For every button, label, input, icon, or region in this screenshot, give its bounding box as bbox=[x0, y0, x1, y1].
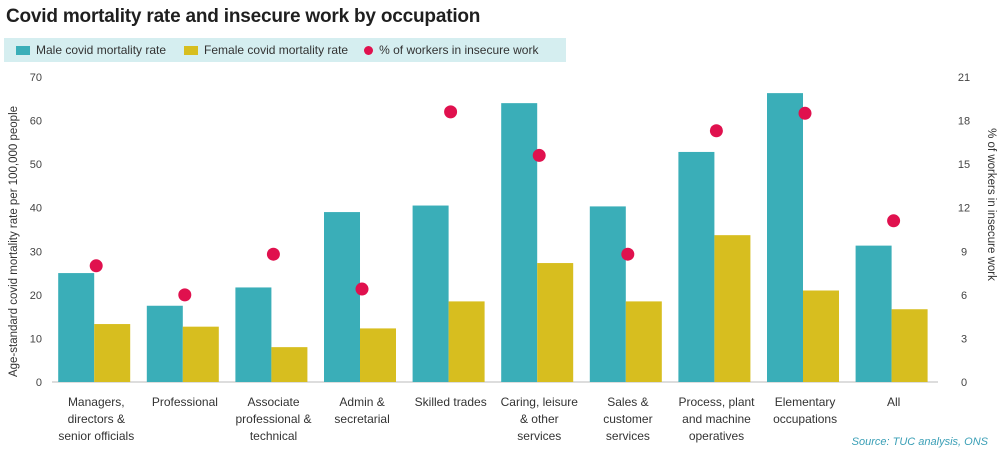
y-tick-label: 70 bbox=[30, 72, 42, 84]
bar-male bbox=[855, 245, 892, 382]
legend-marker-insecure bbox=[364, 45, 374, 55]
category-label: Admin & bbox=[339, 395, 384, 409]
y-tick-label: 60 bbox=[30, 116, 42, 128]
bar-male bbox=[589, 206, 626, 382]
bar-female bbox=[182, 326, 219, 382]
bar-female bbox=[94, 324, 131, 382]
point-insecure bbox=[444, 105, 458, 119]
y2-tick-label: 0 bbox=[961, 377, 967, 389]
category-label: technical bbox=[250, 429, 297, 443]
category-label: operatives bbox=[689, 429, 744, 443]
legend-label-male: Male covid mortality rate bbox=[36, 43, 167, 57]
category-label: Managers, bbox=[68, 395, 125, 409]
point-insecure bbox=[178, 288, 192, 302]
bar-male bbox=[235, 287, 272, 382]
bar-female bbox=[625, 301, 662, 382]
y-tick-label: 20 bbox=[30, 290, 42, 302]
category-label: All bbox=[887, 395, 900, 409]
y2-tick-label: 6 bbox=[961, 290, 967, 302]
point-insecure bbox=[621, 247, 635, 261]
bar-male bbox=[146, 305, 183, 382]
point-insecure bbox=[798, 106, 812, 120]
point-insecure bbox=[266, 247, 280, 261]
y2-tick-label: 18 bbox=[958, 116, 970, 128]
bar-male bbox=[767, 93, 804, 382]
category-label: professional & bbox=[235, 412, 311, 426]
bar-male bbox=[324, 212, 361, 382]
chart-title: Covid mortality rate and insecure work b… bbox=[6, 6, 481, 27]
category-label: Process, plant bbox=[678, 395, 755, 409]
point-insecure bbox=[89, 259, 103, 273]
bar-male bbox=[412, 205, 449, 382]
y2-tick-label: 15 bbox=[958, 159, 970, 171]
legend-item-male: Male covid mortality rate bbox=[16, 43, 166, 57]
category-label: services bbox=[606, 429, 650, 443]
legend-label-female: Female covid mortality rate bbox=[204, 43, 349, 57]
category-label: occupations bbox=[773, 412, 837, 426]
category-label: customer bbox=[603, 412, 652, 426]
y2-tick-label: 12 bbox=[958, 203, 970, 215]
bar-female bbox=[803, 290, 840, 382]
category-label: secretarial bbox=[334, 412, 389, 426]
point-insecure bbox=[709, 124, 723, 138]
category-label: senior officials bbox=[58, 429, 134, 443]
bar-female bbox=[448, 301, 485, 382]
category-label: and machine bbox=[682, 412, 751, 426]
category-label: Skilled trades bbox=[415, 395, 487, 409]
category-label: Elementary bbox=[775, 395, 836, 409]
category-label: Caring, leisure bbox=[501, 395, 579, 409]
bar-female bbox=[537, 263, 574, 382]
y2-axis-title: % of workers in insecure work bbox=[985, 128, 997, 281]
bar-female bbox=[891, 309, 928, 382]
legend-label-insecure: % of workers in insecure work bbox=[379, 43, 539, 57]
y2-tick-label: 9 bbox=[961, 246, 967, 258]
bar-female bbox=[714, 235, 751, 382]
category-label: & other bbox=[520, 412, 559, 426]
category-label: Sales & bbox=[607, 395, 648, 409]
category-label: Associate bbox=[247, 395, 299, 409]
category-label: directors & bbox=[68, 412, 125, 426]
category-label: services bbox=[517, 429, 561, 443]
source-note: Source: TUC analysis, ONS bbox=[851, 436, 988, 448]
legend-item-female: Female covid mortality rate bbox=[184, 43, 348, 57]
bar-male bbox=[501, 103, 538, 383]
y-tick-label: 0 bbox=[36, 377, 42, 389]
bar-male bbox=[678, 151, 715, 382]
point-insecure bbox=[532, 148, 546, 162]
y2-tick-label: 3 bbox=[961, 333, 967, 345]
y-axis-title: Age-standard covid mortality rate per 10… bbox=[8, 106, 20, 377]
legend-item-insecure: % of workers in insecure work bbox=[364, 43, 538, 57]
category-label: Professional bbox=[152, 395, 218, 409]
bar-male bbox=[58, 273, 95, 382]
bar-female bbox=[271, 347, 308, 382]
y-tick-label: 30 bbox=[30, 246, 42, 258]
legend-swatch-male bbox=[16, 45, 30, 55]
bar-female bbox=[360, 328, 397, 382]
y-tick-label: 10 bbox=[30, 333, 42, 345]
y2-tick-label: 21 bbox=[958, 72, 970, 84]
y-tick-label: 50 bbox=[30, 159, 42, 171]
legend: Male covid mortality rate Female covid m… bbox=[4, 38, 566, 62]
legend-swatch-female bbox=[184, 45, 199, 55]
y-tick-label: 40 bbox=[30, 203, 42, 215]
point-insecure bbox=[355, 282, 369, 296]
point-insecure bbox=[887, 214, 901, 228]
